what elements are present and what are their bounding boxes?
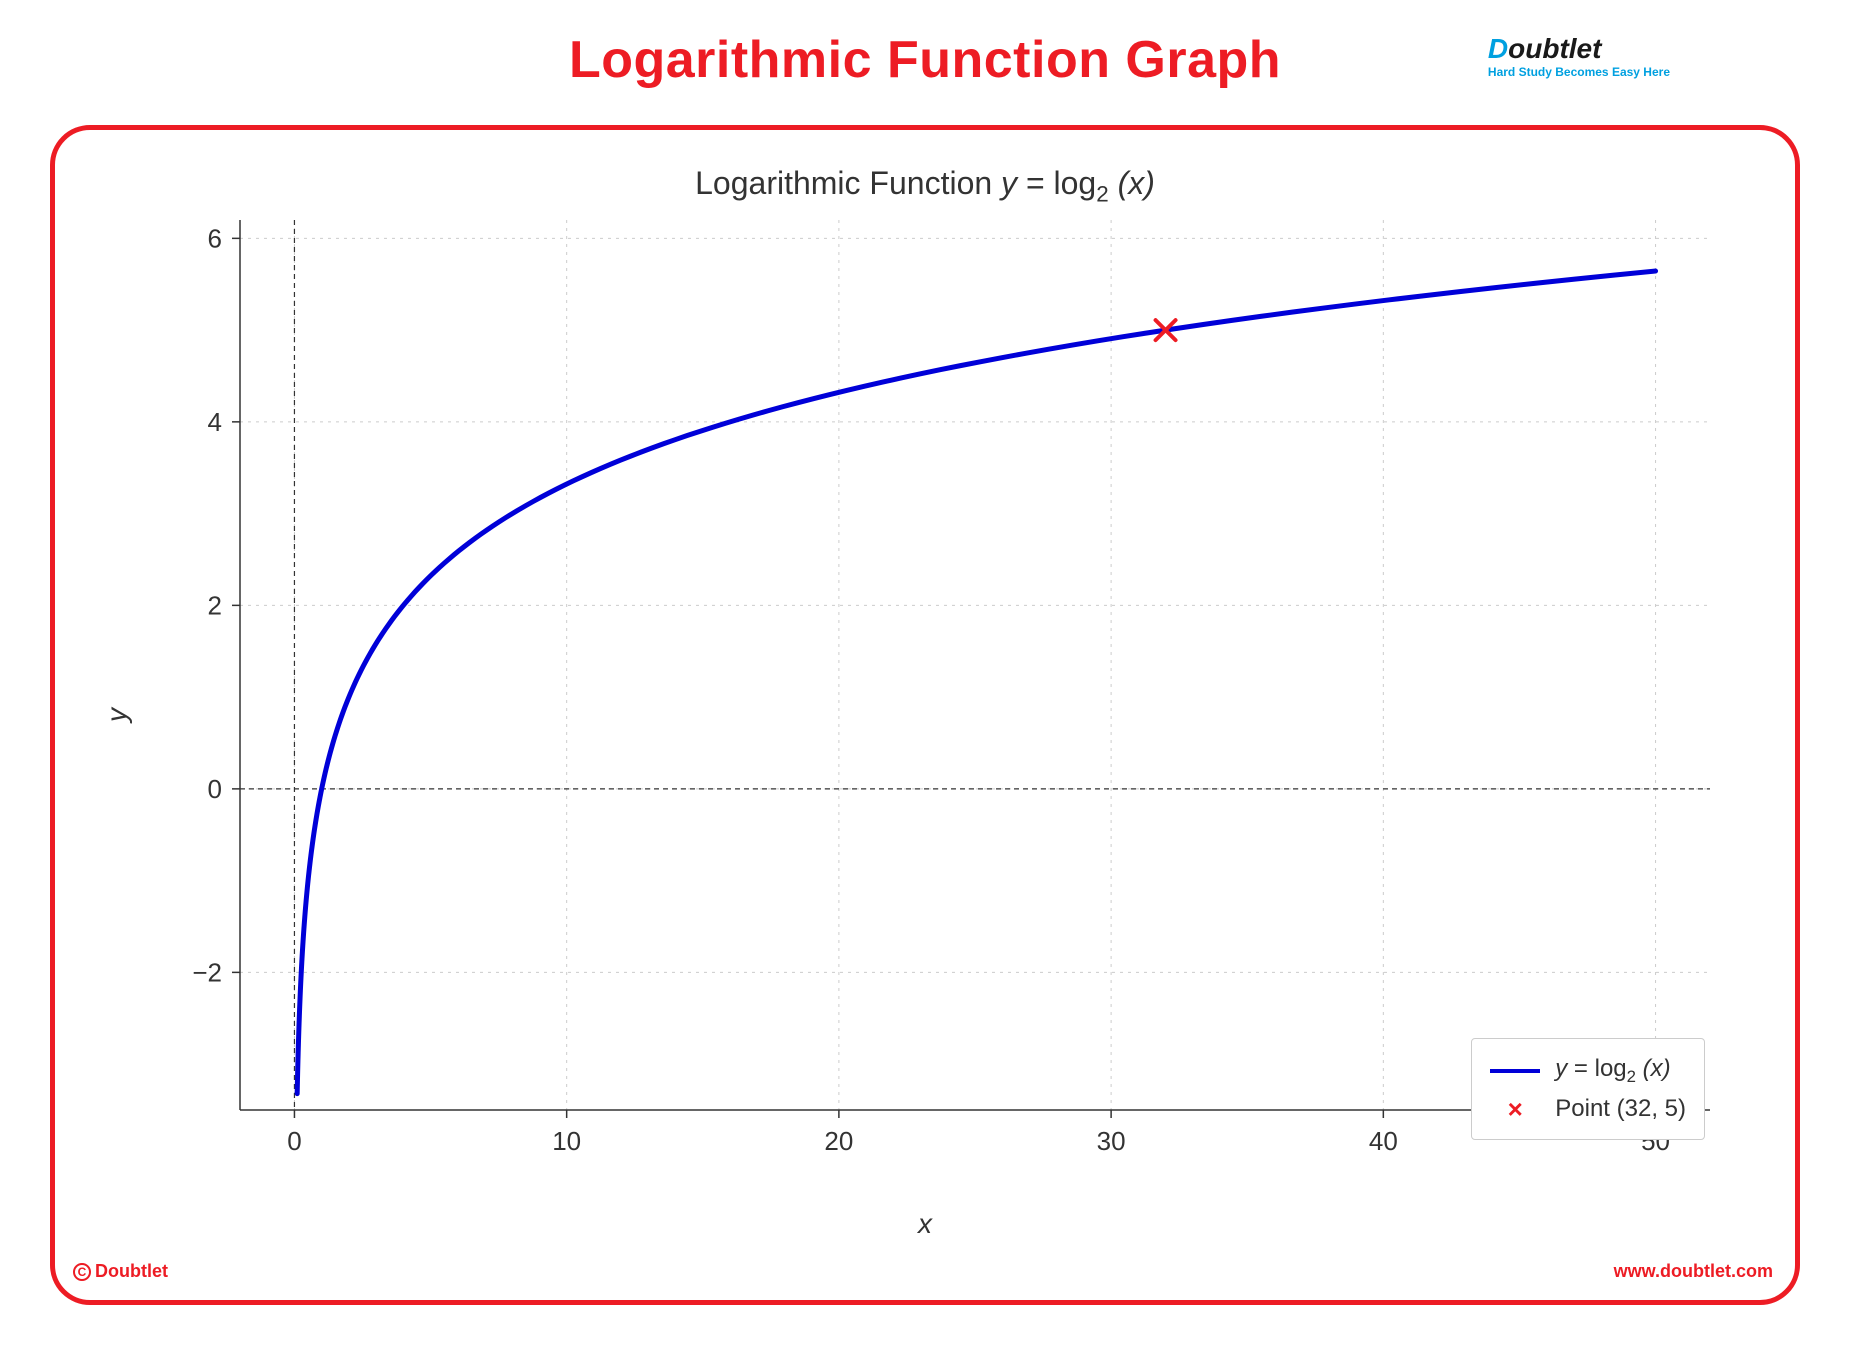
chart-title-prefix: Logarithmic Function xyxy=(695,165,1001,201)
page-header: Logarithmic Function Graph Doubtlet Hard… xyxy=(0,0,1850,110)
copyright-icon: C xyxy=(73,1263,91,1281)
legend-line-swatch xyxy=(1490,1069,1540,1073)
legend-eq: = log xyxy=(1567,1055,1626,1082)
svg-text:−2: −2 xyxy=(192,957,222,987)
chart-title-y: y xyxy=(1001,165,1017,201)
chart-title-base: 2 xyxy=(1096,181,1108,206)
legend-curve-label: y = log2 (x) xyxy=(1555,1055,1670,1087)
chart-frame: Logarithmic Function y = log2 (x) y 0102… xyxy=(50,125,1800,1305)
legend-arg: (x) xyxy=(1636,1055,1671,1082)
svg-text:6: 6 xyxy=(208,223,222,253)
y-axis-label: y xyxy=(101,708,133,722)
svg-text:40: 40 xyxy=(1369,1126,1398,1156)
plot-area: 01020304050−20246 xyxy=(180,210,1730,1170)
svg-text:4: 4 xyxy=(208,407,222,437)
chart-title-eq: = log xyxy=(1017,165,1096,201)
svg-text:0: 0 xyxy=(287,1126,301,1156)
brand-logo-tagline: Hard Study Becomes Easy Here xyxy=(1488,65,1670,79)
legend-row-curve: y = log2 (x) xyxy=(1490,1051,1686,1091)
page-title: Logarithmic Function Graph xyxy=(569,30,1281,90)
footer-left-text: Doubtlet xyxy=(95,1261,168,1282)
svg-text:20: 20 xyxy=(824,1126,853,1156)
svg-text:0: 0 xyxy=(208,774,222,804)
brand-logo-name: Doubtlet xyxy=(1488,35,1602,63)
x-axis-label: x xyxy=(918,1208,932,1240)
svg-text:30: 30 xyxy=(1097,1126,1126,1156)
svg-text:2: 2 xyxy=(208,590,222,620)
chart-title: Logarithmic Function y = log2 (x) xyxy=(55,165,1795,207)
chart-title-arg: (x) xyxy=(1109,165,1155,201)
svg-text:10: 10 xyxy=(552,1126,581,1156)
brand-logo: Doubtlet Hard Study Becomes Easy Here xyxy=(1488,35,1670,79)
footer-right: www.doubtlet.com xyxy=(1614,1261,1773,1282)
footer-left: C Doubtlet xyxy=(73,1261,168,1282)
chart-svg: 01020304050−20246 xyxy=(180,210,1730,1170)
legend-point-label: Point (32, 5) xyxy=(1555,1095,1686,1123)
legend-x-marker: × xyxy=(1490,1096,1540,1122)
legend-base: 2 xyxy=(1627,1067,1636,1086)
legend: y = log2 (x) × Point (32, 5) xyxy=(1471,1038,1705,1140)
legend-row-point: × Point (32, 5) xyxy=(1490,1091,1686,1127)
legend-y: y xyxy=(1555,1055,1567,1082)
